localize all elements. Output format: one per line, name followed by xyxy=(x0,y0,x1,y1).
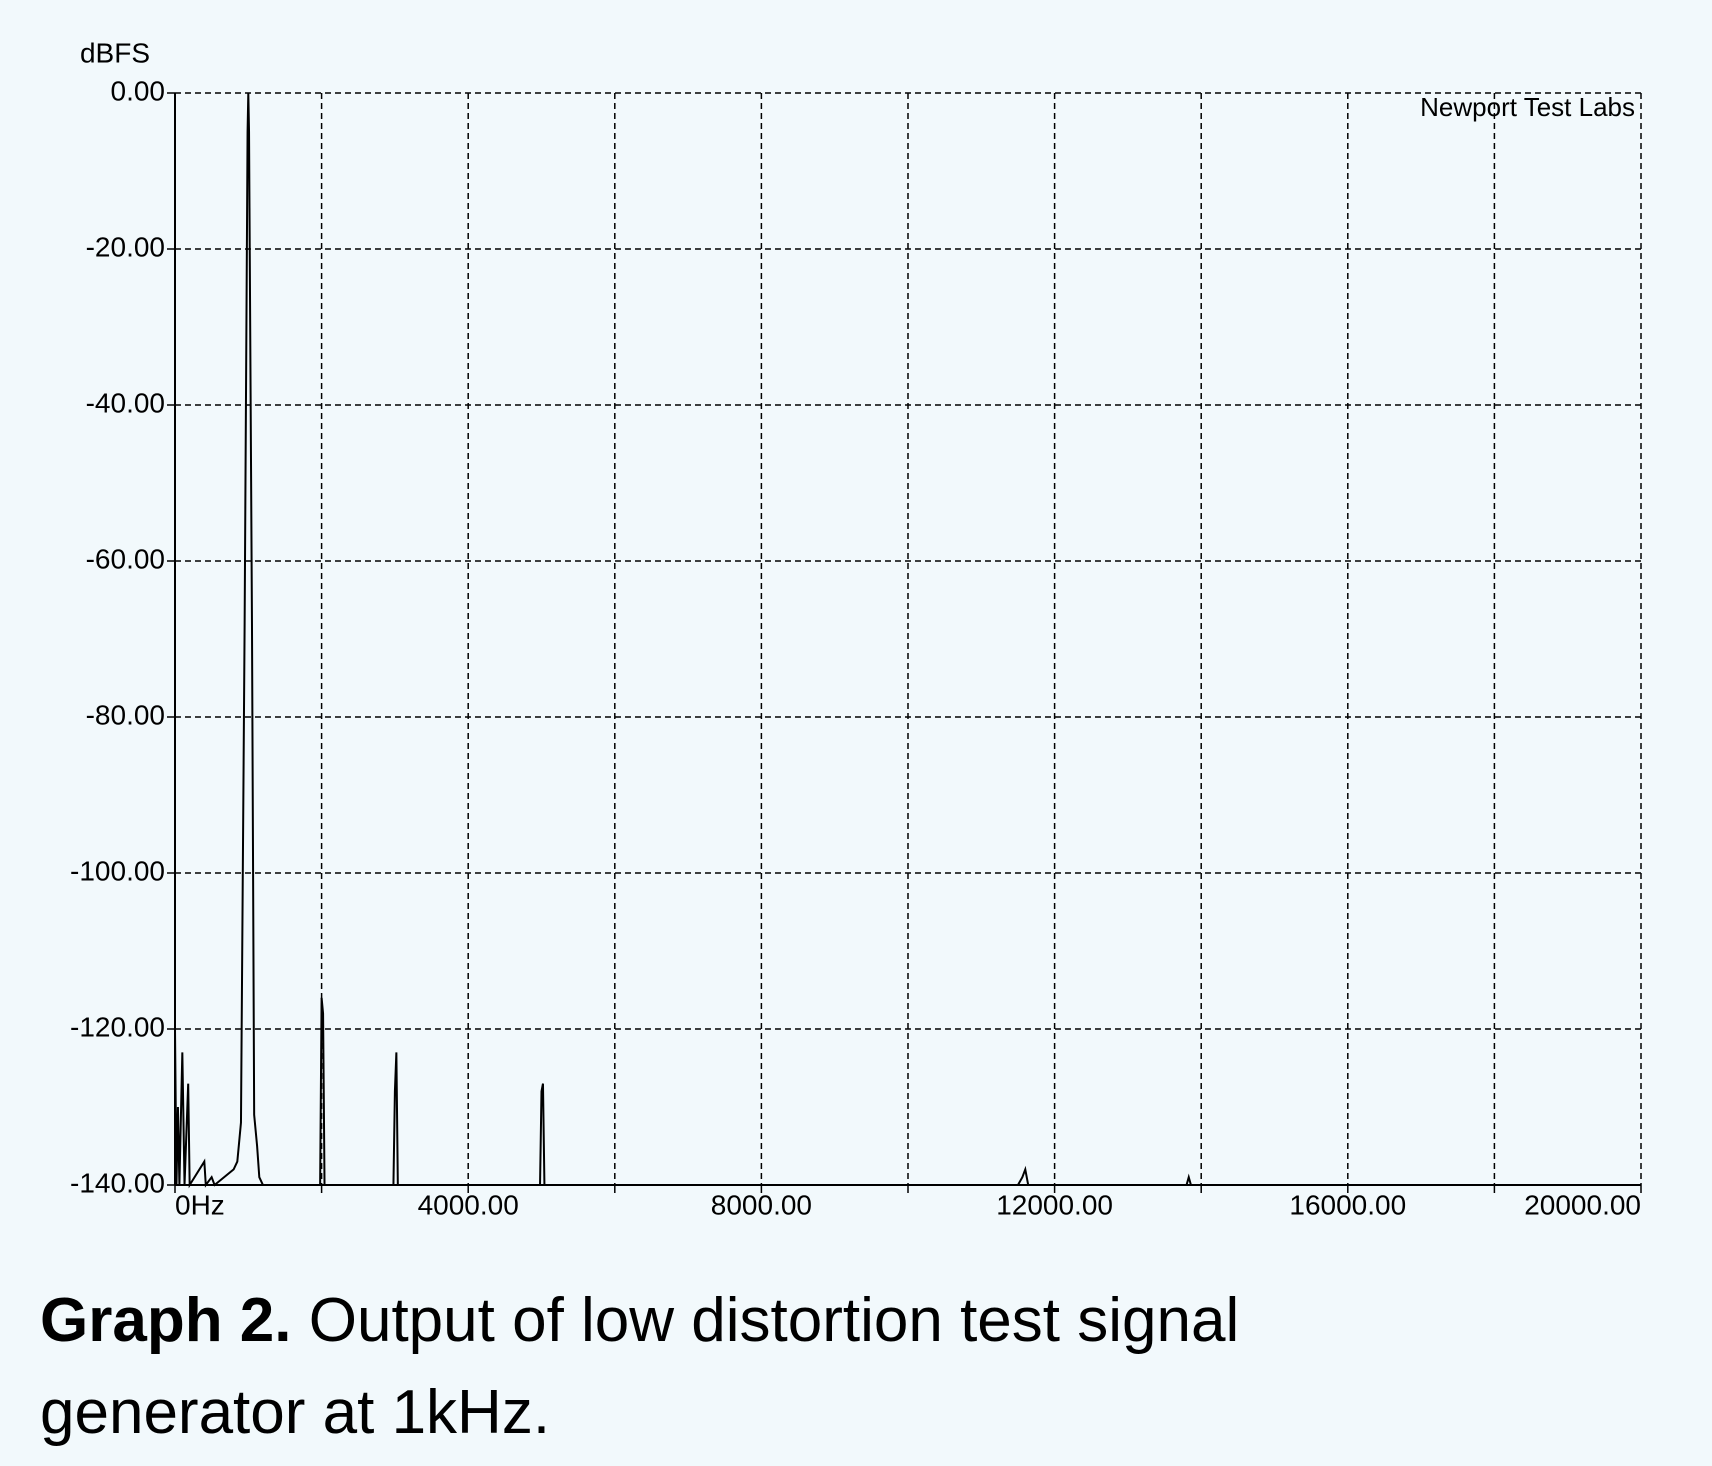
x-tick-label: 0Hz xyxy=(175,1189,225,1220)
y-tick-label: -40.00 xyxy=(86,387,165,418)
annotation: Newport Test Labs xyxy=(1420,92,1635,122)
y-tick-label: -100.00 xyxy=(70,855,165,886)
y-tick-label: -120.00 xyxy=(70,1011,165,1042)
caption: Graph 2. Output of low distortion test s… xyxy=(40,1275,1460,1459)
y-tick-label: -20.00 xyxy=(86,231,165,262)
y-tick-label: -80.00 xyxy=(86,699,165,730)
spectrum-line xyxy=(174,92,1641,1189)
y-axis-label: dBFS xyxy=(80,37,150,68)
y-tick-label: -140.00 xyxy=(70,1167,165,1198)
x-tick-label: 20000.00 xyxy=(1524,1189,1641,1220)
chart: dBFS Newport Test Labs 0.00 -20.00 -40.00 -… xyxy=(70,37,1642,1220)
y-tick-label: -60.00 xyxy=(86,543,165,574)
caption-text: Output of low distortion test signal gen… xyxy=(40,1286,1240,1447)
y-tick-label: 0.00 xyxy=(111,75,166,106)
caption-label: Graph 2. xyxy=(40,1286,292,1355)
x-tick-label: 16000.00 xyxy=(1289,1189,1406,1220)
x-tick-label: 4000.00 xyxy=(418,1189,519,1220)
x-tick-label: 8000.00 xyxy=(711,1189,812,1220)
x-tick-label: 12000.00 xyxy=(996,1189,1113,1220)
